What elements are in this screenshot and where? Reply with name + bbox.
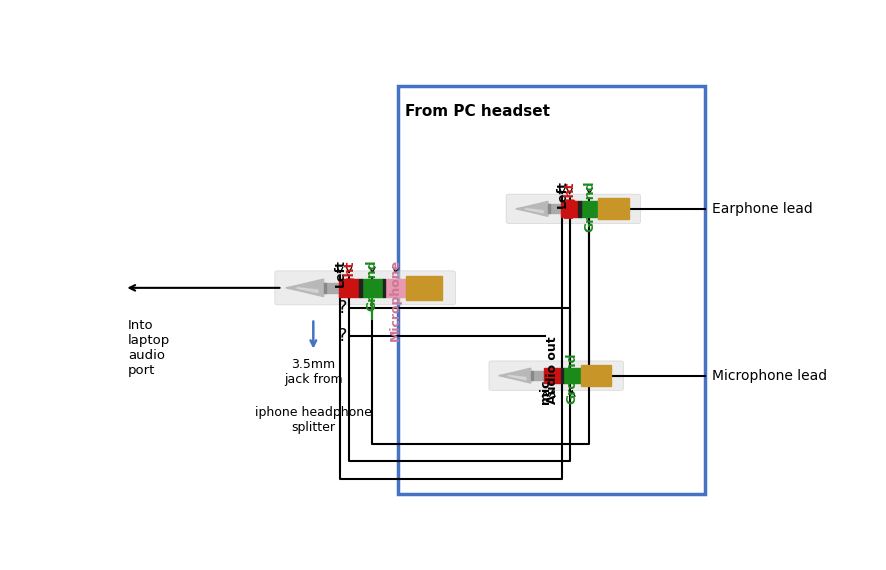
Text: Microphone: Microphone [389, 259, 402, 341]
Text: Right: Right [563, 180, 576, 218]
Text: 3.5mm
jack from: 3.5mm jack from [284, 358, 343, 386]
Bar [531, 371, 544, 380]
Polygon shape [286, 279, 323, 296]
Bar [561, 201, 579, 217]
Bar [385, 279, 406, 297]
Bar [383, 279, 385, 297]
Bar [580, 201, 598, 217]
Bar [406, 275, 442, 300]
Bar [548, 205, 561, 213]
Bar [362, 279, 383, 297]
Text: Earphone lead: Earphone lead [711, 202, 812, 216]
Polygon shape [525, 209, 543, 213]
Text: iphone headphone
splitter: iphone headphone splitter [255, 406, 372, 434]
Text: ?: ? [338, 299, 347, 316]
FancyBboxPatch shape [275, 271, 455, 305]
Text: From PC headset: From PC headset [405, 104, 549, 119]
Text: Ground: Ground [566, 353, 579, 404]
Bar [360, 279, 362, 297]
Bar [561, 368, 563, 384]
Bar [544, 368, 561, 384]
Text: ?: ? [338, 327, 347, 345]
Text: Left: Left [556, 180, 569, 208]
Polygon shape [516, 201, 548, 216]
Text: Microphone lead: Microphone lead [711, 369, 827, 382]
Bar [323, 283, 326, 293]
Text: Left: Left [334, 259, 346, 287]
Bar [338, 279, 360, 297]
Polygon shape [297, 287, 318, 292]
Polygon shape [499, 368, 531, 383]
Text: Ground: Ground [583, 180, 596, 232]
Bar [581, 365, 611, 386]
Bar [398, 86, 704, 494]
FancyBboxPatch shape [489, 361, 624, 390]
Bar [531, 371, 532, 380]
Text: Right: Right [343, 259, 355, 297]
Text: mic: mic [539, 380, 551, 404]
Text: Into
laptop
audio
port: Into laptop audio port [128, 319, 170, 377]
Bar [579, 201, 580, 217]
Text: Audio out: Audio out [546, 336, 559, 404]
Text: Ground: Ground [366, 259, 379, 311]
Bar [323, 283, 338, 293]
Polygon shape [509, 375, 526, 380]
Bar [548, 205, 549, 213]
FancyBboxPatch shape [506, 194, 641, 223]
Bar [563, 368, 581, 384]
Bar [598, 198, 628, 219]
